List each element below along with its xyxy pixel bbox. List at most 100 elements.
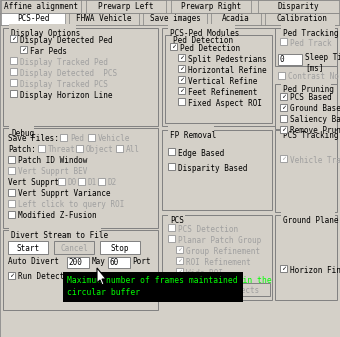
Bar: [1, 0, 81, 13]
Bar: [9, 24, 76, 32]
Bar: [0, 0, 340, 14]
Text: Debug: Debug: [11, 129, 34, 138]
Text: 0: 0: [280, 55, 285, 64]
Text: Ped: Ped: [70, 134, 84, 143]
Text: Maximum number of frames maintained in the: Maximum number of frames maintained in t…: [67, 276, 272, 285]
Text: ✓: ✓: [179, 55, 184, 60]
Bar: [1, 13, 65, 25]
Text: Disparity: Disparity: [277, 2, 319, 11]
Bar: [265, 13, 339, 25]
Text: FHWA Vehicle: FHWA Vehicle: [76, 14, 132, 23]
Bar: [38, 145, 45, 152]
Bar: [78, 178, 85, 185]
Bar: [178, 76, 185, 83]
Text: May: May: [92, 257, 106, 266]
Text: Split Pedestrians: Split Pedestrians: [188, 55, 267, 64]
Bar: [162, 130, 272, 210]
Bar: [116, 145, 123, 152]
Bar: [281, 126, 335, 134]
Text: Display Options: Display Options: [11, 29, 80, 38]
Bar: [165, 35, 272, 123]
Text: PCS Tracking: PCS Tracking: [283, 131, 339, 140]
Text: Remove Pruned: Remove Pruned: [290, 126, 340, 135]
Text: ✓: ✓: [9, 273, 14, 278]
Bar: [9, 124, 34, 132]
Bar: [178, 65, 185, 72]
Text: Save Files:: Save Files:: [8, 134, 59, 143]
Bar: [0, 13, 340, 25]
Text: Contrast Norm: Contrast Norm: [288, 72, 340, 81]
Bar: [3, 128, 158, 228]
Bar: [176, 257, 183, 264]
Text: PCS Based: PCS Based: [290, 93, 332, 102]
Text: Detect Low Objects: Detect Low Objects: [176, 286, 259, 295]
Bar: [8, 156, 15, 163]
Text: ✓: ✓: [177, 269, 182, 274]
Text: Ped Tracking: Ped Tracking: [283, 29, 339, 38]
Bar: [88, 134, 95, 141]
Text: ✓: ✓: [177, 258, 182, 263]
Bar: [168, 126, 214, 134]
Bar: [171, 0, 251, 13]
Text: circular buffer: circular buffer: [67, 288, 140, 297]
Bar: [168, 224, 175, 231]
Text: Modified Z-Fusion: Modified Z-Fusion: [18, 211, 97, 220]
Bar: [170, 43, 177, 50]
Text: Vehicle: Vehicle: [98, 134, 130, 143]
Bar: [58, 178, 65, 185]
Text: Affine alignment: Affine alignment: [4, 2, 78, 11]
Bar: [8, 241, 48, 254]
Text: D1: D1: [87, 178, 96, 187]
Bar: [63, 272, 243, 302]
Text: ✓: ✓: [281, 156, 286, 161]
Bar: [275, 84, 337, 129]
Bar: [275, 215, 337, 300]
Bar: [165, 283, 270, 296]
Text: Port: Port: [132, 257, 151, 266]
Text: PCS-Ped Modules: PCS-Ped Modules: [170, 29, 239, 38]
Bar: [3, 28, 158, 126]
Text: All: All: [126, 145, 140, 154]
Text: Start: Start: [16, 244, 39, 253]
Bar: [76, 145, 83, 152]
Text: Stop: Stop: [111, 244, 129, 253]
Bar: [280, 126, 287, 133]
Bar: [281, 24, 335, 32]
Bar: [168, 24, 235, 32]
Bar: [176, 268, 183, 275]
Bar: [280, 115, 287, 122]
Text: Ground Based: Ground Based: [290, 104, 340, 113]
Text: ✓: ✓: [11, 36, 16, 41]
Text: [ms]: [ms]: [305, 63, 323, 72]
Bar: [168, 211, 185, 219]
Text: Planar Patch Group: Planar Patch Group: [178, 236, 261, 245]
Text: Vehicle Track: Vehicle Track: [290, 156, 340, 165]
Text: Wide-ROI: Wide-ROI: [186, 269, 223, 278]
Text: Calibration: Calibration: [276, 14, 327, 23]
Text: Prewarp Right: Prewarp Right: [181, 2, 241, 11]
Bar: [168, 148, 175, 155]
Bar: [280, 104, 287, 111]
Bar: [8, 272, 15, 279]
Bar: [143, 13, 207, 25]
Bar: [275, 130, 337, 212]
Text: Vert Supprt Variance: Vert Supprt Variance: [18, 189, 110, 198]
Text: Feet Refinement: Feet Refinement: [188, 88, 257, 97]
Bar: [10, 35, 17, 42]
Bar: [281, 80, 331, 88]
Bar: [108, 257, 130, 268]
Bar: [178, 98, 185, 105]
Bar: [275, 28, 337, 66]
Polygon shape: [97, 268, 106, 285]
Text: Sleep Time: Sleep Time: [305, 53, 340, 62]
Bar: [8, 200, 15, 207]
Text: PCS-Ped: PCS-Ped: [17, 14, 49, 23]
Bar: [280, 38, 287, 45]
Text: Auto Divert: Auto Divert: [8, 257, 59, 266]
Text: ✓: ✓: [179, 77, 184, 82]
Bar: [3, 230, 158, 310]
Text: Ped Detection: Ped Detection: [173, 36, 233, 45]
Text: Saliency Based: Saliency Based: [290, 115, 340, 124]
Text: Ped Detection: Ped Detection: [180, 44, 240, 53]
Bar: [86, 0, 166, 13]
